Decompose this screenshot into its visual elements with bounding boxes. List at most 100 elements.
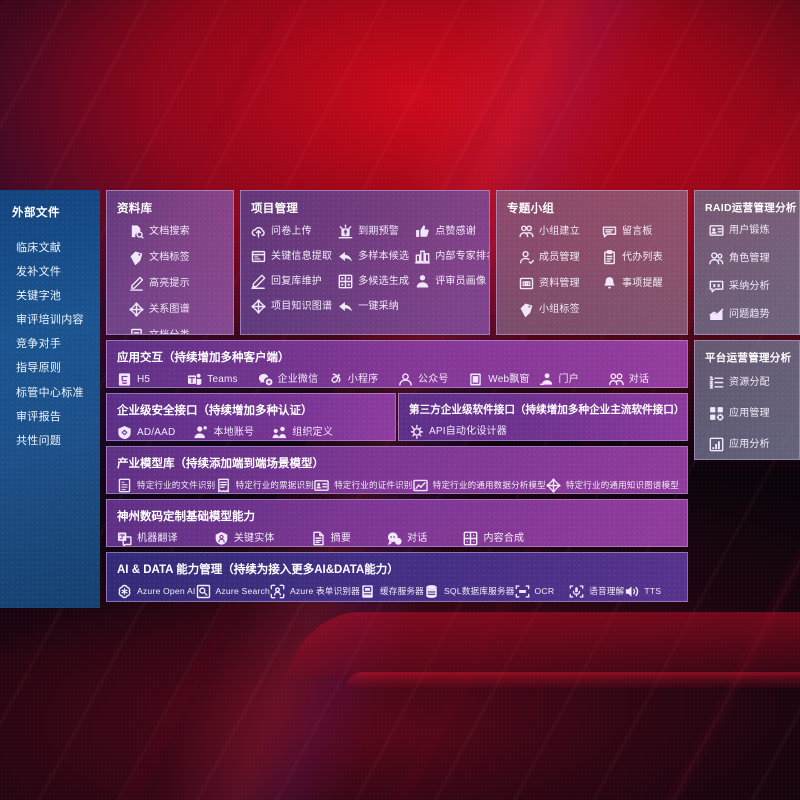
trend-chart-icon: [709, 307, 724, 322]
item-ocr[interactable]: OCR: [515, 584, 570, 599]
item-resource-allocation[interactable]: 资源分配: [709, 375, 791, 390]
item-portal[interactable]: 门户: [539, 372, 609, 387]
item-multi-sample-candidate[interactable]: 多样本候选: [338, 249, 409, 264]
sidebar-item-review-report[interactable]: 审评报告: [16, 410, 62, 423]
item-message-board[interactable]: 留言板: [602, 224, 679, 239]
ocr-icon: [515, 584, 530, 599]
portal-user-icon: [539, 372, 554, 387]
tag-icon: [129, 250, 144, 265]
item-ad-aad[interactable]: AD/AAD: [117, 425, 175, 440]
item-app-analysis[interactable]: 应用分析: [709, 437, 791, 452]
item-project-knowledge-graph[interactable]: 项目知识图谱: [251, 299, 332, 314]
item-speech-understanding[interactable]: 语音理解: [569, 584, 624, 599]
item-content-compose[interactable]: 内容合成: [463, 531, 524, 546]
item-azure-openai[interactable]: Azure Open AI: [117, 584, 196, 599]
panel-library-title: 资料库: [117, 203, 153, 215]
item-adoption-analysis[interactable]: 采纳分析: [709, 279, 791, 294]
html5-icon: [117, 372, 132, 387]
item-form-recognizer[interactable]: Azure 表单识别器: [270, 584, 360, 599]
item-doc-search[interactable]: 文档搜索: [129, 224, 225, 239]
item-sql-server[interactable]: SQL数据库服务器: [424, 584, 515, 599]
item-doc-tag[interactable]: 文档标签: [129, 250, 225, 265]
item-id-recognition[interactable]: 特定行业的证件识别: [314, 478, 413, 493]
item-relation-graph[interactable]: 关系图谱: [129, 302, 225, 317]
bar-rank-icon: [415, 249, 431, 264]
item-key-entity[interactable]: 关键实体: [214, 531, 275, 546]
item-member-manage[interactable]: 成员管理: [519, 250, 596, 265]
panel-group-title: 专题小组: [507, 203, 555, 215]
user-manage-icon: [519, 250, 534, 265]
item-teams[interactable]: Teams: [187, 372, 257, 387]
item-reviewer-profile[interactable]: 评审员画像: [415, 274, 489, 289]
doc-search-icon: [129, 224, 144, 239]
clipboard-list-icon: [602, 250, 617, 265]
item-official-account[interactable]: 公众号: [398, 372, 468, 387]
band-ai-data: AI & DATA 能力管理（持续为接入更多AI&DATA能力） Azure O…: [106, 552, 688, 602]
panel-library-items: 文档搜索 文档标签 高亮提示 关系图谱 文档分类: [107, 216, 233, 334]
sidebar-title: 外部文件: [12, 207, 60, 219]
item-receipt-recognition[interactable]: 特定行业的票据识别: [216, 478, 315, 493]
architecture-diagram: 外部文件 临床文献 发补文件 关键字池 审评培训内容 竞争对手 指导原则 标管中…: [0, 190, 800, 608]
item-app-manage[interactable]: 应用管理: [709, 406, 791, 421]
org-define-icon: [272, 425, 287, 440]
item-group-tag[interactable]: 小组标签: [519, 302, 596, 317]
sidebar-item-keyword-pool[interactable]: 关键字池: [16, 290, 62, 303]
sidebar-item-review-training[interactable]: 审评培训内容: [16, 314, 84, 327]
sidebar-list: 临床文献 发补文件 关键字池 审评培训内容 竞争对手 指导原则 标管中心标准 审…: [0, 236, 100, 453]
item-tts[interactable]: TTS: [624, 584, 679, 599]
form-recognizer-icon: [270, 584, 285, 599]
item-wechat-work[interactable]: 企业微信: [258, 372, 328, 387]
sidebar-item-supplement-files[interactable]: 发补文件: [16, 266, 62, 279]
item-web-popup[interactable]: Web飘窗: [468, 372, 538, 387]
item-role-manage[interactable]: 角色管理: [709, 251, 791, 266]
sidebar-item-standards-center[interactable]: 标管中心标准: [16, 386, 84, 399]
item-summary[interactable]: 摘要: [311, 531, 351, 546]
multi-node-icon: [338, 274, 353, 289]
item-thanks-like[interactable]: 点赞感谢: [415, 224, 489, 239]
sidebar-item-competitors[interactable]: 竞争对手: [16, 338, 62, 351]
item-machine-translate[interactable]: 机器翻译: [117, 531, 178, 546]
item-local-account[interactable]: 本地账号: [193, 425, 254, 440]
item-questionnaire-upload[interactable]: 问卷上传: [251, 224, 332, 239]
band-aidata-items: Azure Open AI Azure Search Azure 表单识别器 缓…: [107, 577, 687, 601]
item-api-designer[interactable]: API自动化设计器: [409, 424, 507, 439]
item-azure-search[interactable]: Azure Search: [196, 584, 270, 599]
item-internal-expert-rank[interactable]: 内部专家排名: [415, 249, 489, 264]
item-issue-trend[interactable]: 问题趋势: [709, 307, 791, 322]
item-multi-candidate-generate[interactable]: 多候选生成: [338, 274, 409, 289]
item-mini-program[interactable]: 小程序: [328, 372, 398, 387]
band-interaction-items: H5 Teams 企业微信 小程序 公众号: [107, 365, 687, 387]
item-data-analysis-model[interactable]: 特定行业的通用数据分析模型: [413, 478, 546, 493]
item-reply-library-maintain[interactable]: 回复库维护: [251, 274, 332, 289]
sidebar-item-common-issues[interactable]: 共性问题: [16, 434, 62, 447]
api-gear-icon: [409, 424, 424, 439]
item-group-create[interactable]: 小组建立: [519, 224, 596, 239]
band-aidata-title: AI & DATA 能力管理（持续为接入更多AI&DATA能力）: [117, 564, 399, 576]
item-one-click-adopt[interactable]: 一键采纳: [338, 299, 409, 314]
panel-library: 资料库 文档搜索 文档标签 高亮提示 关系图谱: [106, 190, 234, 335]
item-key-info-extract[interactable]: 关键信息提取: [251, 249, 332, 264]
item-chat[interactable]: 对话: [387, 531, 427, 546]
item-user-training[interactable]: 用户锻炼: [709, 223, 791, 238]
item-knowledge-graph-model[interactable]: 特定行业的通用知识图谱模型: [546, 478, 679, 493]
sidebar-item-guidelines[interactable]: 指导原则: [16, 362, 62, 375]
person-profile-icon: [415, 274, 430, 289]
item-due-warning[interactable]: 到期预警: [338, 224, 409, 239]
item-cache-server[interactable]: 缓存服务器: [360, 584, 424, 599]
sidebar-item-clinical-literature[interactable]: 临床文献: [16, 242, 62, 254]
receipt-recognize-icon: [216, 478, 231, 493]
item-material-manage[interactable]: 资料管理: [519, 276, 596, 291]
item-dialog[interactable]: 对话: [608, 372, 679, 387]
doc-category-icon: [129, 328, 144, 334]
item-highlight-hint[interactable]: 高亮提示: [129, 276, 225, 291]
sql-database-icon: [424, 584, 439, 599]
item-todo-list[interactable]: 代办列表: [602, 250, 679, 265]
item-org-define[interactable]: 组织定义: [272, 425, 333, 440]
item-doc-category[interactable]: 文档分类: [129, 328, 225, 334]
band-industry-title: 产业模型库（持续添加端到端场景模型）: [117, 458, 324, 470]
item-h5[interactable]: H5: [117, 372, 187, 387]
item-file-recognition[interactable]: 特定行业的文件识别: [117, 478, 216, 493]
item-event-reminder[interactable]: 事项提醒: [602, 276, 679, 291]
graph-network-icon: [251, 299, 266, 314]
